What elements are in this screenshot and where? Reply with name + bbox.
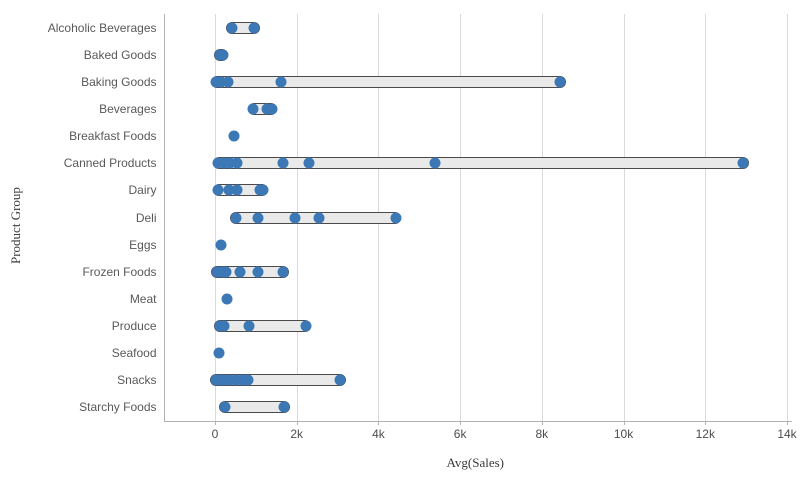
x-tick-label: 8k [535, 427, 549, 441]
y-axis-line [163, 14, 165, 421]
data-point[interactable] [300, 320, 312, 332]
data-point[interactable] [226, 22, 238, 34]
data-point[interactable] [277, 157, 289, 169]
data-point[interactable] [221, 293, 233, 305]
data-point[interactable] [236, 374, 248, 386]
category-label[interactable]: Seafood [111, 346, 157, 361]
data-point[interactable] [230, 212, 242, 223]
data-point[interactable] [231, 184, 243, 196]
data-point[interactable] [223, 184, 235, 196]
distribution-band[interactable] [210, 75, 566, 88]
data-point[interactable] [266, 103, 278, 115]
grid-line [541, 14, 543, 421]
x-tick-label: 6k [453, 427, 467, 441]
data-point[interactable] [218, 374, 230, 386]
x-tick-label: 4k [372, 427, 385, 441]
data-point[interactable] [218, 157, 230, 169]
data-point[interactable] [212, 184, 224, 196]
data-point[interactable] [275, 76, 287, 88]
y-axis-title: Product Group [8, 186, 23, 264]
category-label[interactable]: Breakfast Foods [69, 129, 157, 144]
axis-tick-mark [215, 421, 216, 425]
x-tick-label: 14k [777, 427, 797, 441]
category-label[interactable]: Produce [111, 319, 157, 334]
grid-line [787, 14, 788, 421]
grid-line [460, 14, 462, 421]
data-point[interactable] [252, 266, 264, 278]
data-point[interactable] [220, 266, 232, 278]
axis-tick-mark [787, 421, 788, 425]
data-point[interactable] [313, 212, 325, 223]
data-point[interactable] [737, 157, 749, 169]
data-point[interactable] [224, 157, 236, 169]
data-point[interactable] [231, 157, 243, 169]
category-label[interactable]: Eggs [129, 237, 157, 252]
category-label[interactable]: Dairy [128, 183, 157, 198]
category-label[interactable]: Canned Products [63, 156, 157, 171]
data-point[interactable] [222, 76, 234, 88]
category-label[interactable]: Starchy Foods [79, 400, 157, 415]
category-label[interactable]: Frozen Foods [82, 264, 157, 279]
axis-tick-mark [460, 421, 462, 425]
axis-tick-mark [541, 421, 543, 425]
x-axis-title: Avg(Sales) [446, 455, 505, 470]
data-point[interactable] [257, 184, 269, 196]
category-label[interactable]: Snacks [117, 373, 157, 388]
data-point[interactable] [334, 374, 346, 386]
grid-line [705, 14, 707, 421]
data-point[interactable] [252, 212, 264, 223]
x-tick-label: 10k [613, 427, 634, 441]
data-point[interactable] [429, 157, 441, 169]
category-label[interactable]: Deli [135, 210, 157, 225]
data-point[interactable] [219, 401, 231, 413]
x-tick-label: 0 [211, 427, 219, 441]
data-point[interactable] [217, 49, 229, 61]
data-point[interactable] [228, 130, 240, 142]
category-label[interactable]: Baked Goods [83, 47, 157, 62]
data-point[interactable] [289, 212, 301, 223]
data-point[interactable] [215, 76, 227, 88]
category-label[interactable]: Beverages [99, 101, 157, 116]
data-point[interactable] [224, 374, 236, 386]
grid-line [623, 14, 625, 421]
category-label[interactable]: Meat [129, 291, 157, 306]
distribution-band[interactable] [212, 157, 749, 170]
axis-tick-mark [623, 421, 625, 425]
data-point[interactable] [278, 401, 290, 413]
axis-tick-mark [378, 421, 380, 425]
data-point[interactable] [390, 212, 402, 223]
data-point[interactable] [215, 239, 227, 251]
category-label[interactable]: Baking Goods [81, 74, 157, 89]
data-point[interactable] [303, 157, 315, 169]
axis-tick-mark [705, 421, 707, 425]
data-point[interactable] [213, 347, 225, 359]
data-point[interactable] [218, 320, 230, 332]
x-axis-line [163, 421, 792, 422]
axis-tick-mark [296, 421, 298, 425]
data-point[interactable] [554, 76, 566, 88]
x-tick-label: 2k [290, 427, 304, 441]
grid-line [215, 14, 216, 421]
data-point[interactable] [230, 374, 242, 386]
data-point[interactable] [212, 157, 224, 169]
data-point[interactable] [234, 266, 246, 278]
x-tick-label: 12k [695, 427, 715, 441]
data-point[interactable] [243, 320, 255, 332]
data-point[interactable] [277, 266, 289, 278]
category-label[interactable]: Alcoholic Beverages [47, 20, 157, 35]
data-point[interactable] [247, 103, 259, 115]
data-point[interactable] [248, 22, 260, 34]
data-point[interactable] [242, 374, 254, 386]
